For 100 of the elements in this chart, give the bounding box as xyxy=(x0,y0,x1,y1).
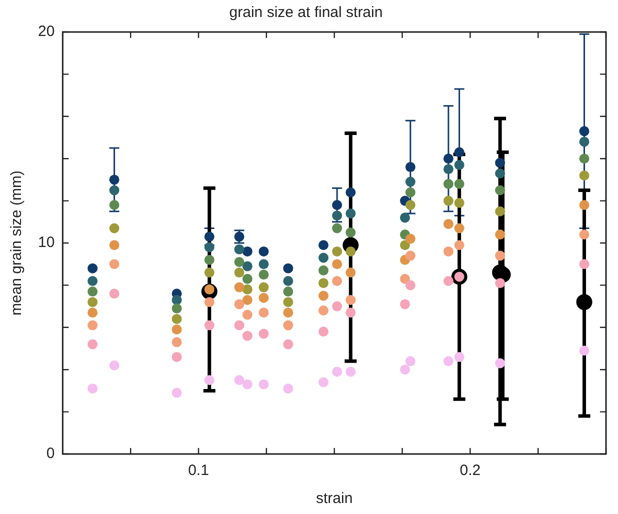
point xyxy=(454,160,464,170)
point xyxy=(346,294,356,305)
point xyxy=(172,337,182,348)
point xyxy=(258,246,269,256)
point xyxy=(579,154,590,164)
point xyxy=(204,297,214,308)
point xyxy=(204,375,214,386)
point xyxy=(318,240,328,250)
point xyxy=(346,268,356,278)
point xyxy=(88,263,98,274)
point xyxy=(579,346,590,356)
point xyxy=(318,252,328,263)
point xyxy=(443,356,454,366)
point xyxy=(405,162,416,172)
point xyxy=(258,270,269,280)
point xyxy=(109,200,120,210)
point xyxy=(283,297,294,308)
point xyxy=(454,178,464,189)
point xyxy=(495,168,506,178)
point xyxy=(332,301,342,312)
point xyxy=(443,196,454,206)
point xyxy=(443,219,454,230)
x-tick-label: 0.2 xyxy=(460,462,481,480)
point xyxy=(234,244,244,254)
point xyxy=(332,223,342,234)
point xyxy=(405,234,416,244)
point xyxy=(109,259,120,270)
point xyxy=(495,278,506,288)
point xyxy=(443,178,454,189)
point xyxy=(495,185,506,196)
point xyxy=(109,223,120,234)
point xyxy=(234,375,244,386)
point xyxy=(234,268,244,278)
point xyxy=(242,294,252,305)
point xyxy=(172,294,182,305)
point xyxy=(283,286,294,297)
point xyxy=(283,276,294,286)
point xyxy=(579,126,590,136)
point xyxy=(495,250,506,261)
point xyxy=(405,176,416,187)
point xyxy=(400,274,410,284)
chart-title: grain size at final strain xyxy=(229,4,383,22)
point xyxy=(454,223,464,234)
point xyxy=(172,324,182,335)
point xyxy=(242,246,252,256)
point xyxy=(258,379,269,390)
point xyxy=(332,246,342,256)
point xyxy=(332,200,342,210)
point xyxy=(242,261,252,272)
point xyxy=(258,282,269,292)
point xyxy=(576,294,592,310)
point xyxy=(109,174,120,185)
point xyxy=(258,328,269,339)
point xyxy=(204,232,214,242)
point xyxy=(454,240,464,250)
point xyxy=(400,212,410,223)
x-tick-label: 0.1 xyxy=(188,462,209,480)
y-axis-title: mean grain size (mm) xyxy=(8,170,26,316)
point xyxy=(318,265,328,276)
point xyxy=(454,198,464,208)
point xyxy=(405,356,416,366)
point xyxy=(454,352,464,362)
point xyxy=(346,187,356,198)
point xyxy=(204,242,214,252)
point xyxy=(88,339,98,350)
point xyxy=(332,366,342,377)
point xyxy=(242,284,252,294)
point xyxy=(318,290,328,301)
point xyxy=(346,246,356,256)
point xyxy=(88,320,98,330)
y-tick-label: 20 xyxy=(38,23,55,40)
point xyxy=(258,259,269,270)
point xyxy=(242,379,252,390)
y-tick-label: 10 xyxy=(38,234,55,252)
point xyxy=(109,185,120,196)
point xyxy=(283,339,294,350)
point xyxy=(242,330,252,341)
point xyxy=(495,230,506,240)
point xyxy=(495,206,506,216)
point xyxy=(204,268,214,278)
point xyxy=(405,187,416,198)
point xyxy=(400,240,410,250)
point xyxy=(88,384,98,394)
point xyxy=(454,147,464,158)
point xyxy=(332,276,342,286)
point xyxy=(579,230,590,240)
point xyxy=(579,259,590,270)
point xyxy=(283,308,294,318)
point xyxy=(258,308,269,318)
point xyxy=(332,210,342,221)
point xyxy=(443,154,454,164)
y-tick-label: 0 xyxy=(46,445,55,462)
point xyxy=(88,286,98,297)
point xyxy=(234,256,244,267)
point xyxy=(318,377,328,388)
point xyxy=(318,278,328,288)
point xyxy=(172,314,182,324)
point xyxy=(405,250,416,261)
point xyxy=(346,308,356,318)
point xyxy=(405,280,416,290)
